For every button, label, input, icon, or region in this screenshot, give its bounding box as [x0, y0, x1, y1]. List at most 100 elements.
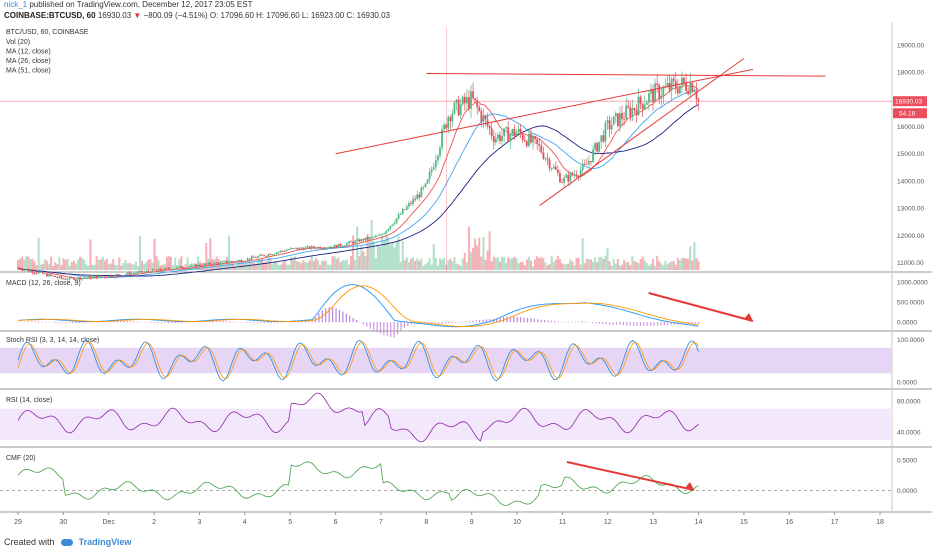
macd-histogram-bar [256, 322, 258, 324]
candle-body [277, 251, 280, 253]
volume-bar [329, 264, 332, 270]
tradingview-brand[interactable]: TradingView [78, 537, 132, 547]
candle-body [153, 269, 156, 271]
macd-histogram-bar [431, 322, 433, 324]
volume-bar [525, 259, 528, 270]
candle-body [565, 174, 568, 178]
candle-body [335, 245, 338, 248]
candle-body [145, 270, 148, 272]
candle-body [546, 158, 549, 160]
volume-bar [45, 260, 48, 270]
candle-body [294, 247, 297, 249]
volume-bar [604, 255, 607, 270]
macd-histogram-bar [369, 322, 371, 329]
volume-bar [627, 261, 630, 270]
macd-histogram-bar [506, 316, 508, 323]
candle-body [87, 276, 90, 278]
footer: Created with TradingView [0, 534, 932, 550]
candle-body [552, 166, 555, 169]
volume-bar [488, 231, 491, 270]
volume-bar [503, 257, 506, 270]
macd-histogram-bar [619, 322, 621, 326]
macd-histogram-bar [438, 322, 440, 324]
macd-histogram-bar [301, 321, 303, 323]
chart-svg[interactable]: 29 30 Dec 2 3 4 5 6 7 8 9 10 11 12 13 14 15 16 17 18 19000.0… [0, 22, 932, 534]
chart-area[interactable]: 29 30 Dec 2 3 4 5 6 7 8 9 10 11 12 13 14 15 16 17 18 19000.0… [0, 22, 932, 534]
volume-bar [321, 260, 324, 270]
volume-bar [492, 256, 495, 270]
volume-bar [691, 260, 694, 270]
candle-body [163, 268, 166, 271]
candle-body [174, 268, 177, 270]
macd-histogram-bar [37, 321, 40, 323]
price-legend-item: MA (26, close) [6, 58, 51, 65]
volume-bar [412, 257, 415, 270]
candle-body [184, 268, 187, 270]
rsi-tick-label: 80.0000 [897, 398, 921, 405]
macd-histogram-bar [355, 319, 358, 323]
candle-body [532, 136, 534, 143]
macd-histogram-bar [455, 322, 457, 323]
lower-wedge-trendline [539, 58, 745, 206]
cmf-divergence-arrow [566, 461, 695, 491]
volume-bar [27, 256, 30, 270]
volume-bar [250, 261, 253, 270]
candle-body [286, 249, 288, 252]
price-legend-item: MA (51, close) [6, 68, 51, 75]
stoch-tick-label: 100.0000 [897, 337, 924, 344]
volume-bar [358, 256, 361, 270]
volume-bar [296, 261, 299, 270]
candle-body [149, 271, 152, 273]
x-tick-label: 12 [604, 519, 612, 526]
volume-bar [54, 262, 57, 270]
volume-bar [87, 265, 90, 270]
candle-body [691, 83, 694, 92]
volume-bar [668, 262, 671, 270]
macd-divergence-arrow [648, 292, 754, 322]
volume-bar [558, 258, 561, 270]
volume-bar [556, 255, 559, 270]
candle-body [226, 260, 228, 263]
macd-histogram-bar [31, 321, 33, 323]
candle-body [374, 235, 377, 237]
candle-body [685, 82, 688, 91]
volume-bar [596, 262, 599, 270]
volume-bar [521, 261, 524, 270]
macd-histogram-bar [34, 321, 36, 323]
macd-histogram-bar [249, 322, 252, 323]
candle-body [631, 107, 634, 117]
candle-body [639, 96, 642, 104]
candle-body [474, 98, 477, 101]
volume-bar [523, 265, 526, 270]
macd-histogram-bar [219, 321, 221, 323]
volume-bar [337, 257, 340, 270]
volume-bar [372, 241, 375, 270]
macd-histogram-bar [332, 307, 334, 323]
candle-body [619, 113, 621, 127]
x-tick-label: 14 [695, 519, 703, 526]
volume-bar [205, 243, 208, 270]
candle-body [592, 149, 594, 163]
author-link[interactable]: nick_1 [4, 0, 28, 9]
volume-bar [110, 263, 113, 270]
candle-body [288, 249, 290, 251]
candle-body [62, 278, 65, 280]
candle-body [178, 266, 181, 268]
candle-body [681, 77, 683, 86]
volume-bar [341, 260, 344, 270]
x-tick-label: 7 [379, 519, 383, 526]
candle-body [443, 124, 446, 130]
candle-body [445, 124, 448, 129]
volume-bar [693, 242, 696, 270]
volume-bar [310, 256, 313, 270]
last-volume-tag [893, 108, 927, 119]
candle-body [350, 241, 352, 243]
candle-body [199, 264, 201, 266]
macd-histogram-bar [267, 322, 269, 324]
volume-bar [43, 259, 46, 270]
candle-body [542, 152, 545, 159]
macd-histogram-bar [72, 322, 74, 324]
volume-bar [687, 258, 690, 270]
candle-body [192, 264, 195, 266]
volume-bar [587, 259, 590, 270]
